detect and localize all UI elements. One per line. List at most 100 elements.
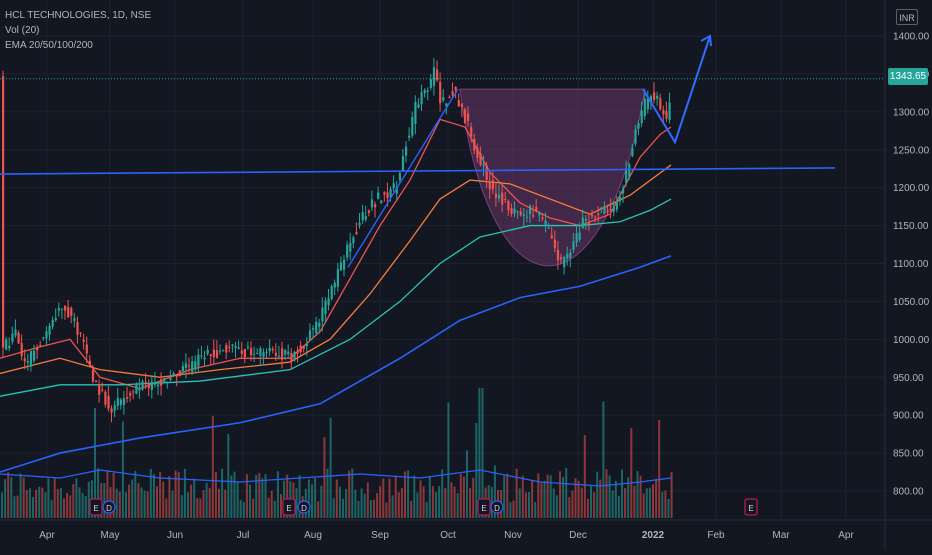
candle-body [293,351,296,361]
candle-body [513,208,516,214]
volume-bar [22,477,25,518]
dividend-marker[interactable]: D [490,500,504,514]
dividend-marker[interactable]: D [297,500,311,514]
candle-body [470,127,473,137]
candle-body [572,241,575,250]
price-tick-label: 1400.00 [893,32,930,43]
earnings-marker[interactable]: E [282,498,296,516]
candle-body [8,345,11,349]
volume-bar [174,470,177,518]
candle-body [398,173,401,181]
horizontal-trendline[interactable] [0,167,836,175]
candle-body [380,200,383,203]
candle-body [374,204,377,208]
candle-body [287,351,290,355]
candle-body [262,352,265,357]
dividend-marker[interactable]: D [102,500,116,514]
volume-bar [617,495,620,518]
ema-indicator-label[interactable]: EMA 20/50/100/200 [5,40,93,51]
volume-bar [521,475,524,518]
volume-bar [444,487,447,518]
candle-body [73,317,76,322]
volume-bar [25,490,28,518]
volume-bar [162,481,165,518]
candle-body [268,347,271,352]
volume-bar [307,479,310,518]
cup-pattern-shape[interactable] [459,88,646,267]
volume-bar [44,492,47,518]
candle-body [445,103,448,107]
projection-arrow[interactable] [642,35,711,145]
volume-bar [540,483,543,518]
candle-body [460,103,463,108]
earnings-marker[interactable]: E [89,498,103,516]
volume-bar [270,490,273,518]
volume-bar [233,471,236,518]
volume-bar [515,468,518,518]
volume-bar [84,495,87,518]
earnings-marker[interactable]: E [477,498,491,516]
volume-bar [245,474,248,518]
volume-bar [19,473,22,518]
volume-bar [56,488,59,518]
price-tick-label: 1100.00 [893,259,929,270]
svg-text:D: D [301,504,307,513]
currency-badge[interactable]: INR [896,9,918,25]
volume-bar [59,487,62,518]
candle-body [383,192,386,195]
symbol-label[interactable]: HCL TECHNOLOGIES, 1D, NSE [5,10,152,21]
candle-body [516,211,519,213]
candle-body [550,235,553,239]
volume-indicator-label[interactable]: Vol (20) [5,25,40,36]
volume-bar [630,428,633,518]
candle-body [150,381,153,390]
candle-body [569,252,572,258]
time-tick-label: Apr [39,530,55,541]
volume-bar [252,498,255,518]
candle-body [405,146,408,156]
volume-bar [366,482,369,518]
candle-body [494,193,498,198]
candle-body [290,353,293,362]
candle-body [2,76,5,348]
volume-bar [348,470,351,518]
candle-body [191,361,194,373]
time-tick-label: Aug [304,530,322,541]
candle-body [653,92,656,100]
candle-body [615,202,618,210]
volume-bar [357,500,360,518]
volume-bar [342,498,344,518]
volume-bar [602,401,605,518]
candle-body [271,348,274,351]
candle-body [67,307,70,318]
candle-body [119,399,122,405]
volume-bar [512,500,515,518]
volume-bar [280,494,282,518]
volume-bar [481,388,484,518]
volume-bar [549,475,552,518]
volume-bar [608,475,611,518]
candle-body [386,192,389,199]
volume-bar [410,500,413,518]
volume-bar [416,492,419,518]
candle-body [312,328,315,330]
candle-body [463,109,467,124]
volume-bar [47,478,50,518]
volume-bar [490,487,493,518]
candle-body [401,156,405,171]
volume-bar [338,486,341,518]
candle-body [122,398,126,405]
earnings-marker[interactable]: E [744,498,758,516]
candle-body [634,129,637,144]
candle-body [457,100,460,107]
volume-bar [329,417,332,518]
volume-bar [493,465,496,518]
candle-body [184,363,188,369]
candle-body [45,331,48,339]
candle-body [665,110,668,119]
volume-bar [428,476,431,518]
candle-body [113,405,116,411]
rising-trendline[interactable] [347,88,459,268]
